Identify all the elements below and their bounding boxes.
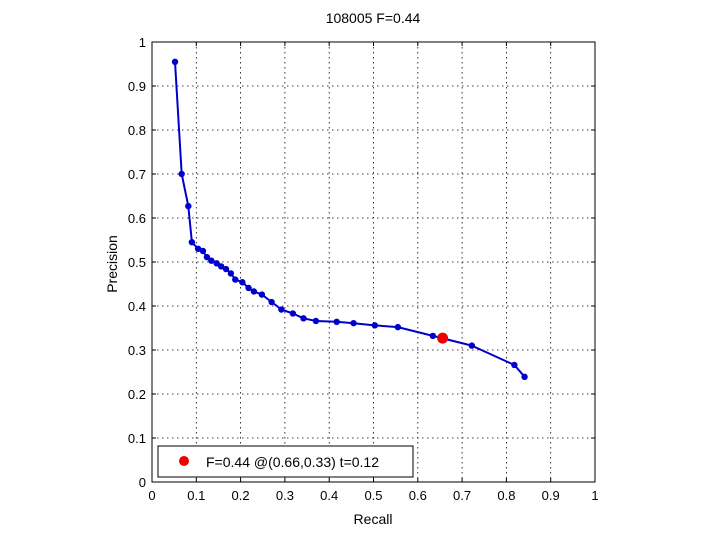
x-tick-label: 0.1	[187, 488, 205, 503]
y-tick-label: 0.1	[128, 431, 146, 446]
y-tick-label: 0.9	[128, 79, 146, 94]
data-point	[208, 257, 215, 264]
data-point	[171, 58, 179, 65]
x-tick-label: 1	[591, 488, 598, 503]
data-point	[185, 202, 192, 210]
best-f-point	[437, 332, 449, 344]
x-tick-label: 0.6	[409, 488, 427, 503]
series-line	[174, 61, 526, 378]
data-point	[289, 310, 297, 317]
data-point	[199, 247, 207, 255]
x-tick-label: 0	[148, 488, 155, 503]
data-point	[203, 253, 211, 261]
chart-title: 108005 F=0.44	[326, 10, 421, 26]
grid	[152, 42, 595, 482]
data-point	[188, 239, 196, 246]
x-tick-label: 0.3	[276, 488, 294, 503]
legend: F=0.44 @(0.66,0.33) t=0.12	[157, 445, 414, 478]
data-point	[312, 317, 320, 325]
y-tick-label: 0.3	[128, 343, 146, 358]
x-tick-label: 0.2	[232, 488, 250, 503]
x-tick-label: 0.8	[497, 488, 515, 503]
data-point	[250, 288, 258, 295]
y-tick-label: 0.7	[128, 167, 146, 182]
data-point	[371, 322, 379, 329]
x-tick-label: 0.5	[364, 488, 382, 503]
y-tick-label: 0.8	[128, 123, 146, 138]
data-point	[333, 318, 340, 326]
legend-marker	[179, 456, 189, 466]
axis-ticks	[151, 41, 596, 483]
data-point	[194, 245, 202, 252]
y-tick-label: 0.5	[128, 255, 146, 270]
y-tick-label: 0.2	[128, 387, 146, 402]
x-tick-label: 0.9	[542, 488, 560, 503]
y-tick-label: 1	[139, 35, 146, 50]
data-point	[394, 323, 402, 331]
y-axis-label: Precision	[104, 235, 120, 293]
y-tick-labels: 0 0.1 0.2 0.3 0.4 0.5 0.6 0.7 0.8 0.9 1	[128, 35, 146, 490]
series-group	[171, 58, 528, 381]
data-point	[258, 291, 266, 298]
data-point	[468, 342, 476, 349]
legend-label: F=0.44 @(0.66,0.33) t=0.12	[206, 454, 379, 470]
y-tick-label: 0	[139, 475, 146, 490]
x-tick-label: 0.4	[320, 488, 338, 503]
data-point	[278, 306, 285, 313]
data-point	[511, 361, 518, 369]
data-point	[217, 263, 225, 270]
legend-box	[157, 445, 414, 478]
data-point	[429, 332, 437, 340]
data-point	[268, 298, 275, 306]
x-tick-label: 0.7	[453, 488, 471, 503]
data-point	[232, 276, 239, 283]
data-point	[350, 319, 357, 327]
data-point	[178, 170, 185, 178]
x-axis-label: Recall	[354, 511, 393, 527]
data-point	[222, 265, 230, 273]
data-point	[521, 373, 528, 381]
y-tick-label: 0.4	[128, 299, 146, 314]
data-point	[300, 315, 307, 322]
data-point	[227, 270, 235, 277]
y-tick-label: 0.6	[128, 211, 146, 226]
data-point	[245, 284, 252, 292]
x-tick-labels: 0 0.1 0.2 0.3 0.4 0.5 0.6 0.7 0.8 0.9 1	[148, 488, 598, 503]
data-point	[239, 279, 246, 286]
